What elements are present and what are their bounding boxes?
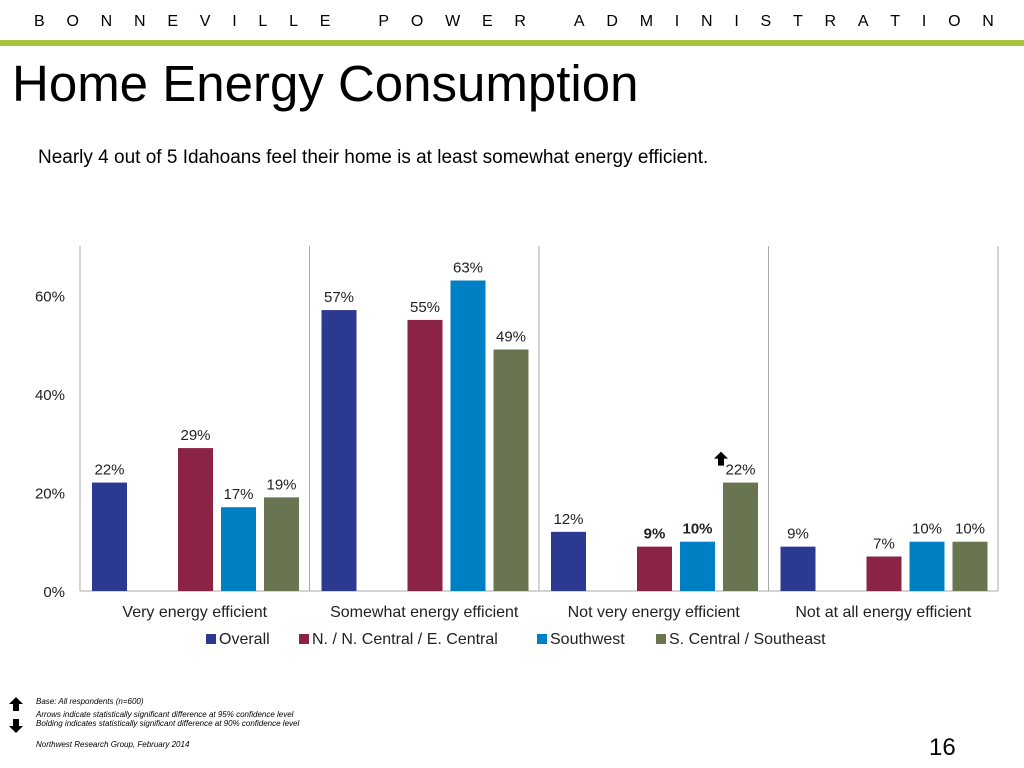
category-label: Very energy efficient bbox=[122, 604, 267, 621]
organization-letter: E bbox=[319, 13, 331, 30]
bar bbox=[680, 541, 715, 591]
y-tick-label: 40% bbox=[35, 387, 65, 404]
organization-letter: V bbox=[199, 13, 211, 30]
organization-letter: I bbox=[734, 13, 739, 30]
data-label: 9% bbox=[787, 526, 809, 543]
y-tick-label: 20% bbox=[35, 485, 65, 502]
organization-letter: W bbox=[445, 13, 461, 30]
bar-chart: 0% 20% 40% 60% 22% 29% 17% 19% Very energy effic… bbox=[35, 246, 999, 648]
legend-swatch bbox=[299, 634, 309, 644]
data-label: 10% bbox=[955, 521, 985, 538]
bar bbox=[450, 280, 486, 591]
organization-letter bbox=[548, 13, 552, 31]
data-label: 57% bbox=[324, 289, 354, 306]
organization-letter: I bbox=[674, 13, 680, 30]
organization-letter: M bbox=[639, 13, 654, 30]
organization-letter: L bbox=[289, 13, 298, 30]
data-label: 9% bbox=[644, 526, 666, 543]
organization-letter: I bbox=[232, 13, 237, 30]
bar bbox=[92, 482, 127, 591]
up-arrow-icon bbox=[9, 697, 23, 711]
data-label: 55% bbox=[410, 299, 440, 316]
footnote-bolding: Bolding indicates statistically signific… bbox=[36, 719, 300, 728]
data-label: 12% bbox=[553, 511, 583, 528]
bar bbox=[178, 448, 213, 591]
organization-letter: N bbox=[100, 13, 113, 30]
y-tick-label: 0% bbox=[43, 584, 65, 601]
page-number: 16 bbox=[929, 734, 956, 761]
bar bbox=[637, 546, 672, 591]
bar bbox=[866, 556, 902, 591]
organization-letter: L bbox=[258, 13, 268, 30]
organization-letter: A bbox=[857, 13, 869, 30]
organization-letter: O bbox=[66, 13, 79, 30]
organization-letter: N bbox=[701, 13, 713, 30]
legend-swatch bbox=[537, 634, 547, 644]
data-label: 49% bbox=[496, 329, 526, 346]
organization-letter: P bbox=[378, 13, 390, 30]
bar bbox=[493, 349, 529, 591]
organization-letter: D bbox=[606, 13, 618, 30]
bar bbox=[407, 319, 443, 591]
legend-label: N. / N. Central / E. Central bbox=[312, 631, 498, 648]
bar bbox=[952, 541, 988, 591]
bar bbox=[221, 507, 256, 591]
organization-letter: E bbox=[481, 13, 493, 30]
data-label: 19% bbox=[266, 476, 296, 493]
bar bbox=[909, 541, 945, 591]
legend-label: Overall bbox=[219, 631, 270, 648]
data-label: 10% bbox=[912, 521, 942, 538]
legend-swatch bbox=[656, 634, 666, 644]
up-arrow-icon bbox=[714, 451, 728, 466]
legend-label: S. Central / Southeast bbox=[669, 631, 826, 648]
data-label: 22% bbox=[725, 462, 755, 479]
y-tick-label: 60% bbox=[35, 288, 65, 305]
data-label: 10% bbox=[682, 521, 712, 538]
data-label: 17% bbox=[223, 486, 253, 503]
legend-label: Southwest bbox=[550, 631, 625, 648]
bar bbox=[321, 310, 357, 591]
data-label: 22% bbox=[94, 462, 124, 479]
footnote-source: Northwest Research Group, February 2014 bbox=[36, 740, 190, 749]
organization-letter: B bbox=[34, 13, 45, 30]
bar bbox=[723, 482, 758, 591]
category-label: Somewhat energy efficient bbox=[330, 604, 519, 621]
bar bbox=[551, 531, 586, 591]
page-subtitle: Nearly 4 out of 5 Idahoans feel their ho… bbox=[38, 147, 709, 168]
organization-letter: S bbox=[760, 13, 772, 30]
organization-letter: T bbox=[890, 13, 901, 30]
footnote-base: Base: All respondents (n=600) bbox=[36, 697, 144, 706]
bar bbox=[264, 497, 299, 591]
data-label: 7% bbox=[873, 536, 895, 553]
organization-letter: E bbox=[167, 13, 178, 30]
page-title: Home Energy Consumption bbox=[12, 55, 639, 112]
data-label: 63% bbox=[453, 260, 483, 277]
organization-letter: R bbox=[824, 13, 837, 30]
organization-letter: I bbox=[921, 13, 927, 30]
down-arrow-icon bbox=[9, 719, 23, 733]
legend-swatch bbox=[206, 634, 216, 644]
organization-letter: A bbox=[573, 13, 585, 30]
bar bbox=[780, 546, 816, 591]
organization-letter: N bbox=[133, 13, 146, 30]
accent-bar bbox=[0, 40, 1024, 46]
category-label: Not very energy efficient bbox=[568, 604, 741, 621]
organization-letter: R bbox=[514, 13, 526, 30]
data-label: 29% bbox=[180, 427, 210, 444]
footnote-arrows: Arrows indicate statistically significan… bbox=[36, 710, 294, 719]
organization-letter: O bbox=[410, 13, 424, 30]
organization-letter bbox=[352, 13, 356, 31]
organization-letter: N bbox=[982, 13, 994, 30]
category-label: Not at all energy efficient bbox=[795, 604, 971, 621]
organization-letter: O bbox=[948, 13, 961, 30]
organization-letter: T bbox=[792, 13, 803, 30]
